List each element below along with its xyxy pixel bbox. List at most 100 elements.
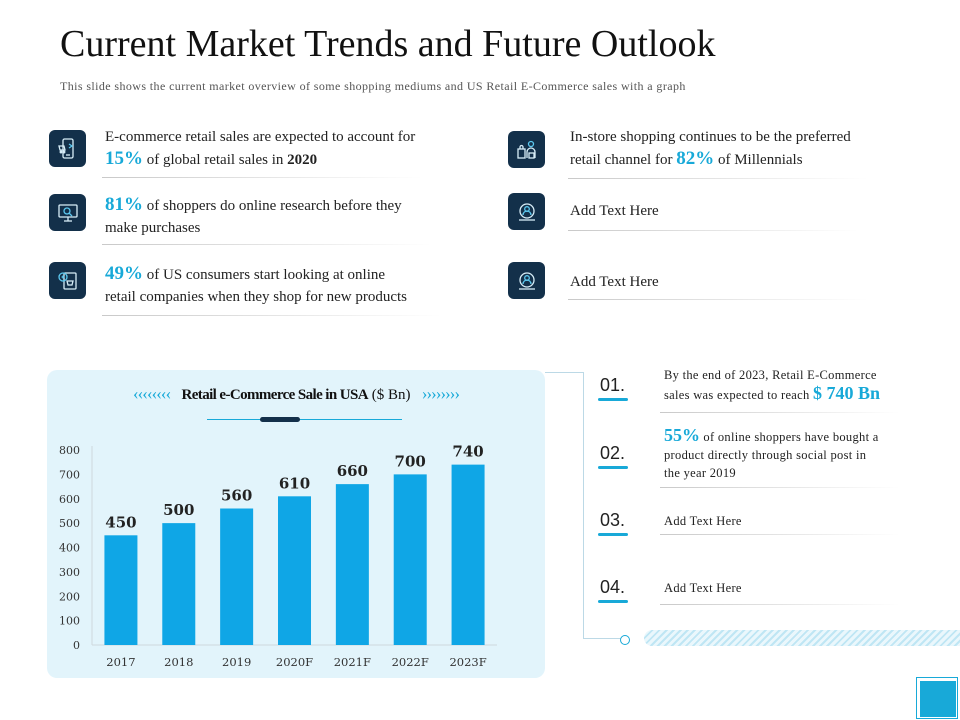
chevrons-left-icon: ‹‹‹‹‹‹‹‹ xyxy=(132,384,171,403)
chart-title-text: Retail e-Commerce Sale in USA xyxy=(181,387,369,403)
fact-percent: 15% xyxy=(105,148,143,169)
mobile-shopping-icon xyxy=(49,130,86,167)
divider-line xyxy=(102,177,422,178)
timeline-number-underline xyxy=(598,600,628,603)
store-shopping-icon xyxy=(508,131,545,168)
fact-text: retail channel for xyxy=(570,152,677,168)
timeline-number: 02. xyxy=(600,443,626,463)
divider-line xyxy=(568,299,868,300)
fact-text: of Millennials xyxy=(714,152,803,168)
chart-panel: ‹‹‹‹‹‹‹‹ Retail e-Commerce Sale in USA (… xyxy=(47,370,545,678)
corner-square-outline xyxy=(916,677,958,719)
x-tick-label: 2019 xyxy=(222,655,251,669)
fact-percent: 82% xyxy=(676,148,715,169)
y-tick-label: 600 xyxy=(59,493,80,506)
x-tick-label: 2021F xyxy=(334,655,371,669)
timeline-placeholder: Add Text Here xyxy=(664,581,742,595)
online-store-icon xyxy=(49,262,86,299)
bar-value-label: 740 xyxy=(452,443,483,461)
fact-text: make purchases xyxy=(105,220,201,236)
timeline-number: 01. xyxy=(600,375,626,395)
y-tick-label: 100 xyxy=(59,615,80,628)
divider-line xyxy=(568,230,858,231)
fact-text: retail companies when they shop for new … xyxy=(105,289,407,305)
bar-value-label: 450 xyxy=(105,513,136,531)
page-subtitle: This slide shows the current market over… xyxy=(60,79,686,93)
timeline-highlight: 55% xyxy=(664,425,700,445)
fact-online-research: 81% of shoppers do online research befor… xyxy=(105,194,485,239)
x-tick-label: 2023F xyxy=(449,655,486,669)
divider-line xyxy=(660,487,900,488)
timeline-text: of online shoppers have bought a xyxy=(700,430,879,444)
bar xyxy=(278,496,311,645)
timeline-item-2: 55% of online shoppers have bought a pro… xyxy=(664,426,954,482)
bar-chart: 0 100 200 300 400 500 600 700 800 450 2017 500 2018 5… xyxy=(59,443,497,669)
bar xyxy=(451,464,485,645)
timeline-end-dot xyxy=(620,635,630,645)
online-research-icon xyxy=(49,194,86,231)
bar-value-label: 700 xyxy=(395,452,426,470)
timeline-text: By the end of 2023, Retail E-Commerce xyxy=(664,368,877,382)
divider-line xyxy=(660,604,900,605)
decorative-stripe xyxy=(644,630,960,646)
bar xyxy=(104,535,138,645)
timeline-item-1: By the end of 2023, Retail E-Commerce sa… xyxy=(664,366,954,404)
chevrons-right-icon: ›››››››› xyxy=(421,384,460,403)
x-tick-label: 2022F xyxy=(392,655,429,669)
corner-square xyxy=(920,681,956,717)
y-tick-label: 300 xyxy=(59,566,80,579)
bar-value-label: 660 xyxy=(337,462,368,480)
x-tick-label: 2017 xyxy=(106,655,135,669)
fact-text: of shoppers do online research before th… xyxy=(143,198,402,214)
y-tick-label: 400 xyxy=(59,542,80,555)
fact-percent: 81% xyxy=(105,194,143,215)
timeline-number-underline xyxy=(598,398,628,401)
y-tick-label: 0 xyxy=(73,639,80,652)
divider-line xyxy=(660,412,900,413)
fact-text: of US consumers start looking at online xyxy=(143,267,386,283)
bar xyxy=(162,523,196,645)
bar-value-label: 610 xyxy=(279,474,310,492)
fact-percent: 49% xyxy=(105,263,143,284)
y-tick-label: 700 xyxy=(59,468,80,481)
timeline-text: the year 2019 xyxy=(664,466,736,480)
timeline-number: 04. xyxy=(600,577,626,597)
connector-line xyxy=(583,638,623,639)
person-target-icon xyxy=(508,193,545,230)
timeline-text: product directly through social post in xyxy=(664,448,867,462)
timeline-placeholder: Add Text Here xyxy=(664,514,742,528)
y-tick-label: 200 xyxy=(59,590,80,603)
bar xyxy=(220,508,254,645)
title-underline xyxy=(207,419,402,420)
divider-line xyxy=(660,534,900,535)
chart-title-unit: ($ Bn) xyxy=(367,387,411,403)
bar xyxy=(335,484,369,645)
connector-line xyxy=(545,372,583,373)
y-tick-label: 500 xyxy=(59,517,80,530)
divider-line xyxy=(568,178,868,179)
chart-title: ‹‹‹‹‹‹‹‹ Retail e-Commerce Sale in USA (… xyxy=(47,384,545,404)
person-target-icon xyxy=(508,262,545,299)
fact-year: 2020 xyxy=(287,152,318,168)
divider-line xyxy=(102,244,432,245)
y-tick-label: 800 xyxy=(59,444,80,457)
x-tick-label: 2018 xyxy=(164,655,193,669)
fact-instore-shopping: In-store shopping continues to be the pr… xyxy=(570,126,930,171)
fact-placeholder: Add Text Here xyxy=(570,203,659,219)
timeline-text: sales was expected to reach xyxy=(664,388,813,402)
connector-line xyxy=(583,372,584,638)
fact-text: of global retail sales in xyxy=(146,152,288,168)
bar xyxy=(393,474,427,645)
fact-ecommerce-share: E-commerce retail sales are expected to … xyxy=(105,126,485,171)
fact-placeholder: Add Text Here xyxy=(570,274,659,290)
timeline-highlight: $ 740 Bn xyxy=(812,383,880,403)
timeline-number: 03. xyxy=(600,510,626,530)
fact-text: In-store shopping continues to be the pr… xyxy=(570,129,851,145)
timeline-number-underline xyxy=(598,466,628,469)
fact-us-consumers: 49% of US consumers start looking at onl… xyxy=(105,263,505,308)
title-underline-accent xyxy=(260,417,300,422)
divider-line xyxy=(102,315,442,316)
bar-value-label: 560 xyxy=(221,487,252,505)
fact-text: E-commerce retail sales are expected to … xyxy=(105,129,416,145)
page-title: Current Market Trends and Future Outlook xyxy=(60,23,716,65)
